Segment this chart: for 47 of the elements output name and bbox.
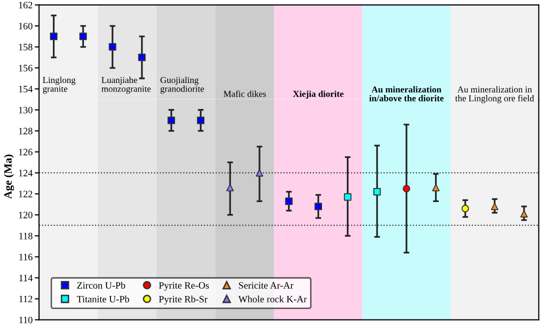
y-tick-label: 110 [19,316,32,324]
point [490,202,498,210]
annotation: Luanjiahe monzogranite [102,76,151,94]
y-tick-label: 128 [19,128,32,134]
y-tick-label: 114 [19,274,33,282]
y-tick-label: 158 [19,44,32,50]
legend-label: Pyrite Rb-Sr [158,296,208,304]
legend-label: Zircon U-Pb [77,282,126,289]
annotation: Guojialing granodiorite [160,76,204,94]
point [344,193,352,201]
point [196,116,204,124]
legend-label: Pyrite Re-Os [158,282,209,291]
point [462,204,469,212]
y-axis-title: Age (Ma) [4,154,14,199]
point [520,210,528,218]
point [168,116,176,124]
point [314,202,322,210]
point [226,184,234,192]
point [373,188,381,196]
y-tick-label: 126 [19,148,32,156]
y-tick-label: 156 [19,64,32,72]
y-tick-label: 160 [19,22,32,30]
point [432,184,440,192]
annotation: Xiejia diorite [293,90,344,99]
y-tick-label: 116 [19,254,32,260]
y-tick-label: 112 [19,296,32,302]
annotation: Linglong granite [42,76,76,94]
point [79,32,87,40]
y-tick-label: 118 [19,232,32,240]
y-tick-label: 124 [19,170,33,176]
legend-label: Sericite Ar-Ar [238,282,294,289]
annotation: Au mineralization in/above the diorite [369,86,444,102]
point [50,32,58,40]
annotation: Mafic dikes [224,90,266,97]
point [138,54,146,62]
legend-label: Titanite U-Pb [76,296,130,302]
y-tick-label: 130 [19,106,32,114]
point [108,43,116,51]
legend-label: Whole rock K-Ar [238,296,307,302]
y-tick-label: 120 [19,212,32,218]
point [402,184,410,192]
point [285,197,293,205]
y-tick-label: 154 [19,86,33,92]
point [256,169,264,177]
y-tick-label: 162 [19,2,32,8]
annotation: Au mineralization in the Linglong ore field [455,86,534,104]
y-tick-label: 122 [19,190,32,198]
